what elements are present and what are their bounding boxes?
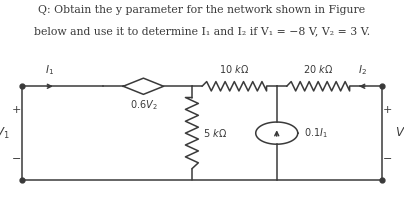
Text: +: + bbox=[383, 105, 393, 115]
Text: +: + bbox=[11, 105, 21, 115]
Text: −: − bbox=[11, 154, 21, 164]
Text: $V_1$: $V_1$ bbox=[0, 126, 9, 141]
Text: $10\ k\Omega$: $10\ k\Omega$ bbox=[219, 63, 249, 75]
Text: −: − bbox=[383, 154, 393, 164]
Text: $20\ k\Omega$: $20\ k\Omega$ bbox=[303, 63, 333, 75]
Text: $0.1I_1$: $0.1I_1$ bbox=[304, 126, 328, 140]
Text: $I_1$: $I_1$ bbox=[45, 63, 54, 77]
Text: $0.6V_2$: $0.6V_2$ bbox=[130, 99, 157, 112]
Text: $5\ k\Omega$: $5\ k\Omega$ bbox=[203, 127, 227, 139]
Text: Q: Obtain the y parameter for the network shown in Figure: Q: Obtain the y parameter for the networ… bbox=[38, 5, 366, 15]
Text: below and use it to determine I₁ and I₂ if V₁ = −8 V, V₂ = 3 V.: below and use it to determine I₁ and I₂ … bbox=[34, 27, 370, 37]
Text: $V_2$: $V_2$ bbox=[395, 126, 404, 141]
Text: $I_2$: $I_2$ bbox=[358, 63, 367, 77]
